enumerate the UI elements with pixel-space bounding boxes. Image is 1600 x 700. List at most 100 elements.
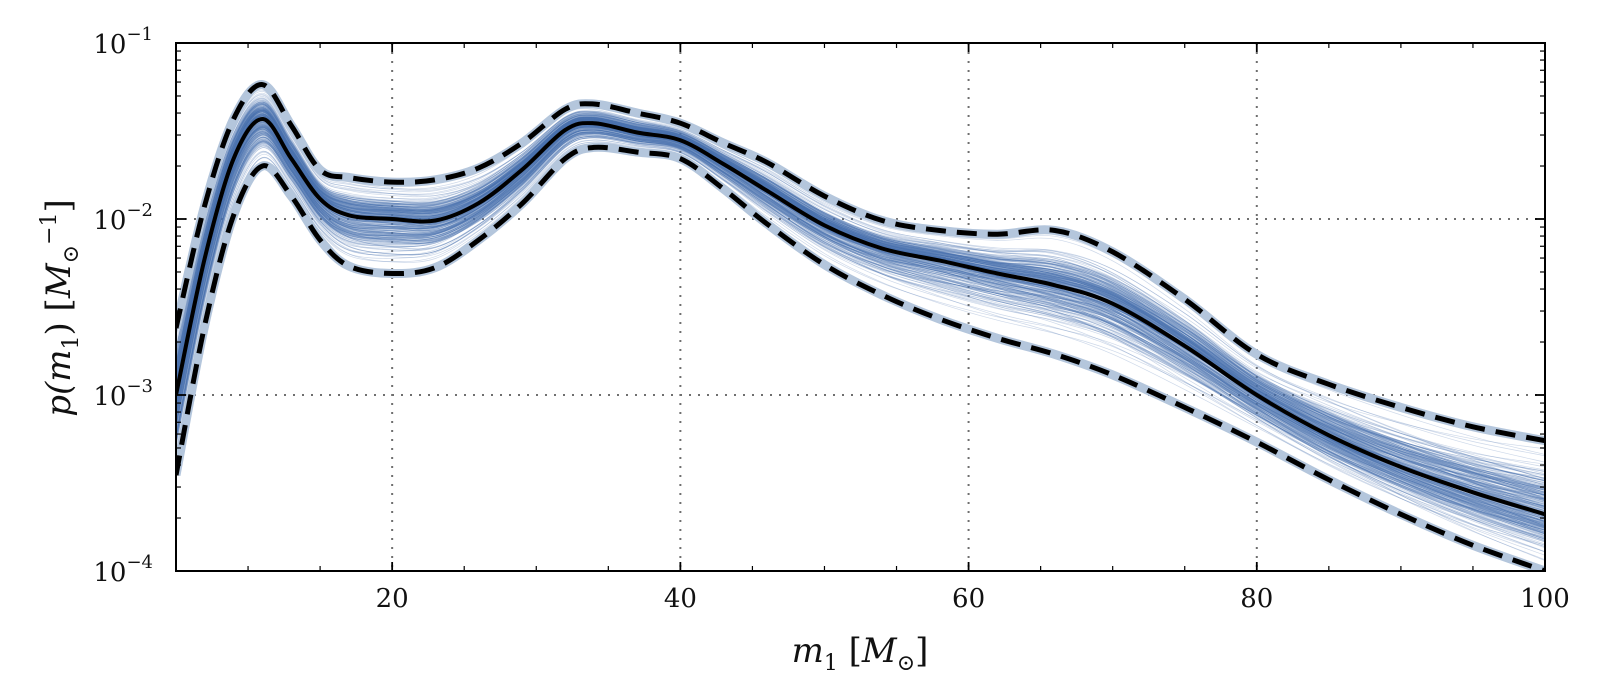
posterior-draw-line [176,135,1545,561]
posterior-draw-line [176,127,1545,477]
posterior-draw-line [176,129,1545,531]
posterior-draw-line [176,111,1545,534]
posterior-draw-line [176,109,1545,479]
posterior-draw-line [176,131,1545,500]
posterior-draw-line [176,129,1545,509]
posterior-draw-line [176,132,1545,525]
posterior-draw-line [176,100,1545,533]
posterior-draw-line [176,100,1545,496]
posterior-draw-line [176,131,1545,494]
posterior-draw-line [176,139,1545,500]
posterior-draw-line [176,119,1545,500]
posterior-draw-line [176,107,1545,508]
posterior-draw-line [176,106,1545,522]
posterior-draw-line [176,113,1545,465]
posterior-draw-line [176,114,1545,488]
posterior-draw-line [176,129,1545,531]
posterior-draw-line [176,120,1545,526]
posterior-draw-line [176,109,1545,502]
posterior-draw-line [176,98,1545,542]
posterior-draw-line [176,104,1545,491]
posterior-draw-line [176,107,1545,475]
posterior-draw-line [176,106,1545,511]
posterior-draw-line [176,108,1545,516]
gridlines [176,43,1545,571]
posterior-draw-line [176,117,1545,489]
posterior-draw-line [176,135,1545,493]
posterior-draw-line [176,133,1545,539]
posterior-draw-line [176,116,1545,513]
posterior-draw-line [176,108,1545,527]
y-axis-label: p(m1) [M⊙−1] [37,199,84,417]
posterior-draw-line [176,111,1545,503]
posterior-draw-line [176,131,1545,486]
posterior-draw-line [176,114,1545,484]
posterior-draw-line [176,107,1545,514]
posterior-draw-line [176,113,1545,500]
y-tick-label: 10−3 [93,376,153,412]
posterior-draw-line [176,126,1545,529]
posterior-draw-line [176,129,1545,525]
posterior-draw-line [176,129,1545,501]
y-tick-label: 10−2 [93,200,153,236]
posterior-draw-line [176,128,1545,536]
posterior-draw-line [176,112,1545,506]
x-tick-label: 80 [1240,584,1273,614]
posterior-draw-line [176,111,1545,531]
posterior-draw-line [176,102,1545,525]
posterior-draw-line [176,114,1545,480]
upper_90-line [176,82,1545,444]
summary-curves [176,80,1545,571]
y-tick-label: 10−1 [93,24,153,60]
posterior-draw-line [176,128,1545,516]
plot-frame [175,42,1546,572]
posterior-draw-line [176,109,1545,490]
posterior-draw-line [176,124,1545,540]
posterior-draw-line [176,102,1545,500]
posterior-draw-line [176,130,1545,542]
posterior-draw-line [176,134,1545,496]
posterior-draw-line [176,110,1545,494]
lower_90-line [176,144,1545,571]
posterior-draw-line [176,133,1545,525]
posterior-draw-line [176,129,1545,475]
posterior-draw-line [176,110,1545,505]
posterior-draw-line [176,114,1545,497]
posterior-draw-line [176,101,1545,520]
posterior-draw-line [176,109,1545,491]
posterior-draw-line [176,113,1545,482]
posterior-draw-line [176,126,1545,512]
posterior-draw-line [176,130,1545,534]
posterior-draw-line [176,136,1545,518]
posterior-draw-line [176,98,1545,522]
posterior-draw-line [176,132,1545,519]
posterior-draw-line [176,104,1545,499]
x-tick-label: 20 [376,584,409,614]
posterior-draw-line [176,129,1545,528]
posterior-draw-line [176,113,1545,487]
posterior-draw-line [176,141,1545,543]
posterior-draw-line [176,128,1545,524]
posterior-draw-line [176,129,1545,523]
posterior-draw-line [176,110,1545,457]
posterior-draw-line [176,107,1545,533]
posterior-draw-line [176,126,1545,531]
posterior-draw-line [176,106,1545,476]
posterior-draw-line [176,133,1545,507]
posterior-draw-line [176,118,1545,481]
posterior-draw-line [176,137,1545,541]
posterior-draw-line [176,127,1545,513]
posterior-draw-line [176,133,1545,538]
posterior-draw-line [176,113,1545,531]
posterior-draw-line [176,114,1545,553]
posterior-draw-line [176,130,1545,522]
posterior-draw-line [176,111,1545,524]
posterior-draw-line [176,131,1545,540]
posterior-draw-line [176,126,1545,529]
posterior-draw-line [176,94,1545,471]
posterior-draw-line [176,127,1545,517]
x-tick-label: 60 [952,584,985,614]
posterior-draw-line [176,112,1545,496]
posterior-draw-line [176,124,1545,521]
posterior-draw-line [176,109,1545,499]
